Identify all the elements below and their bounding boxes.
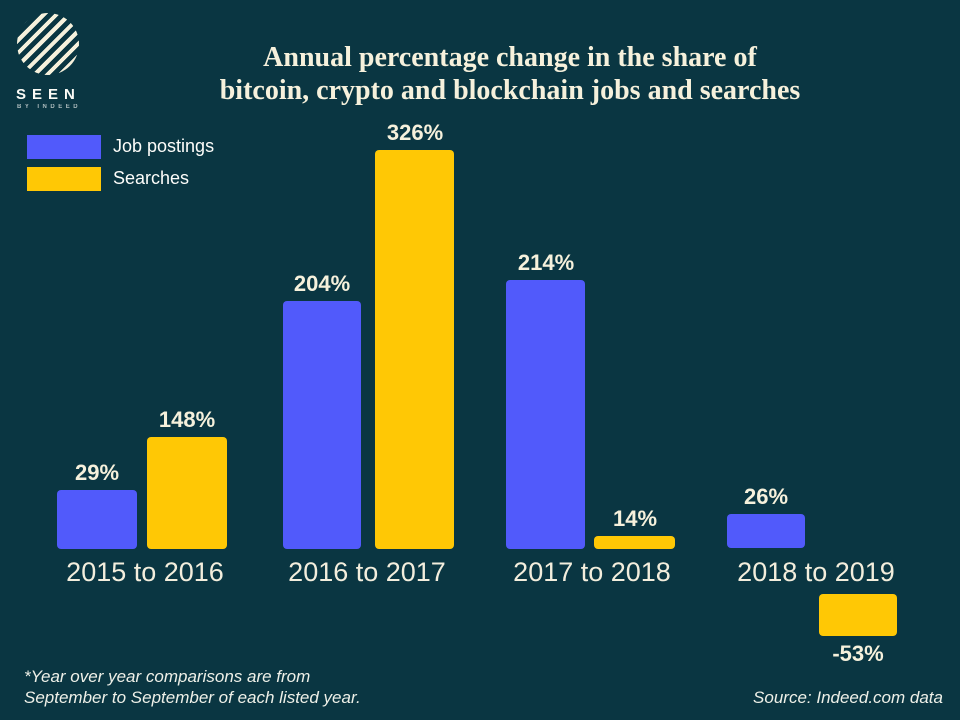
value-label-searches-2015-2016: 148%: [158, 407, 216, 432]
category-label-2016-2017: 2016 to 2017: [288, 557, 446, 587]
bar-job-postings-2016-2017: [283, 301, 361, 549]
bar-searches-2017-2018: [594, 536, 675, 549]
bar-searches-2016-2017: [375, 150, 454, 549]
bar-searches-2018-2019-negative: [819, 594, 897, 636]
value-label-job-postings-2016-2017: 204%: [293, 271, 351, 296]
category-label-2015-2016: 2015 to 2016: [66, 557, 224, 587]
bar-job-postings-2017-2018: [506, 280, 585, 549]
page-title: Annual percentage change in the share of…: [115, 41, 905, 107]
legend-swatch-searches: [27, 167, 101, 191]
value-label-searches-2016-2017: 326%: [386, 120, 444, 145]
category-label-2017-2018: 2017 to 2018: [513, 557, 671, 587]
footnote-line1: *Year over year comparisons are from: [24, 667, 311, 686]
bar-job-postings-2018-2019: [727, 514, 805, 548]
seen-by-indeed-logo: SEEN BY INDEED: [0, 0, 120, 120]
category-label-2018-2019: 2018 to 2019: [737, 557, 895, 587]
value-label-searches-2018-2019: -53%: [832, 641, 884, 666]
bar-job-postings-2015-2016: [57, 490, 137, 549]
value-label-searches-2017-2018: 14%: [612, 506, 658, 531]
value-label-job-postings-2017-2018: 214%: [517, 250, 575, 275]
legend-label-job-postings: Job postings: [113, 136, 215, 156]
bar-searches-2015-2016: [147, 437, 227, 549]
legend-label-searches: Searches: [113, 168, 190, 188]
footnote: *Year over year comparisons are from Sept…: [24, 666, 361, 708]
brand-sub-wordmark: BY INDEED: [17, 104, 82, 110]
page-title-line2: bitcoin, crypto and blockchain jobs and …: [219, 74, 801, 106]
value-label-job-postings-2018-2019: 26%: [743, 484, 789, 509]
page-title-line1: Annual percentage change in the share of: [263, 41, 757, 73]
value-label-job-postings-2015-2016: 29%: [74, 460, 120, 485]
footnote-line2: September to September of each listed ye…: [24, 688, 361, 707]
striped-globe-icon: [17, 13, 79, 75]
source-credit: Source: Indeed.com data: [753, 688, 943, 707]
legend-swatch-job-postings: [27, 135, 101, 159]
brand-wordmark: SEEN: [16, 86, 81, 103]
